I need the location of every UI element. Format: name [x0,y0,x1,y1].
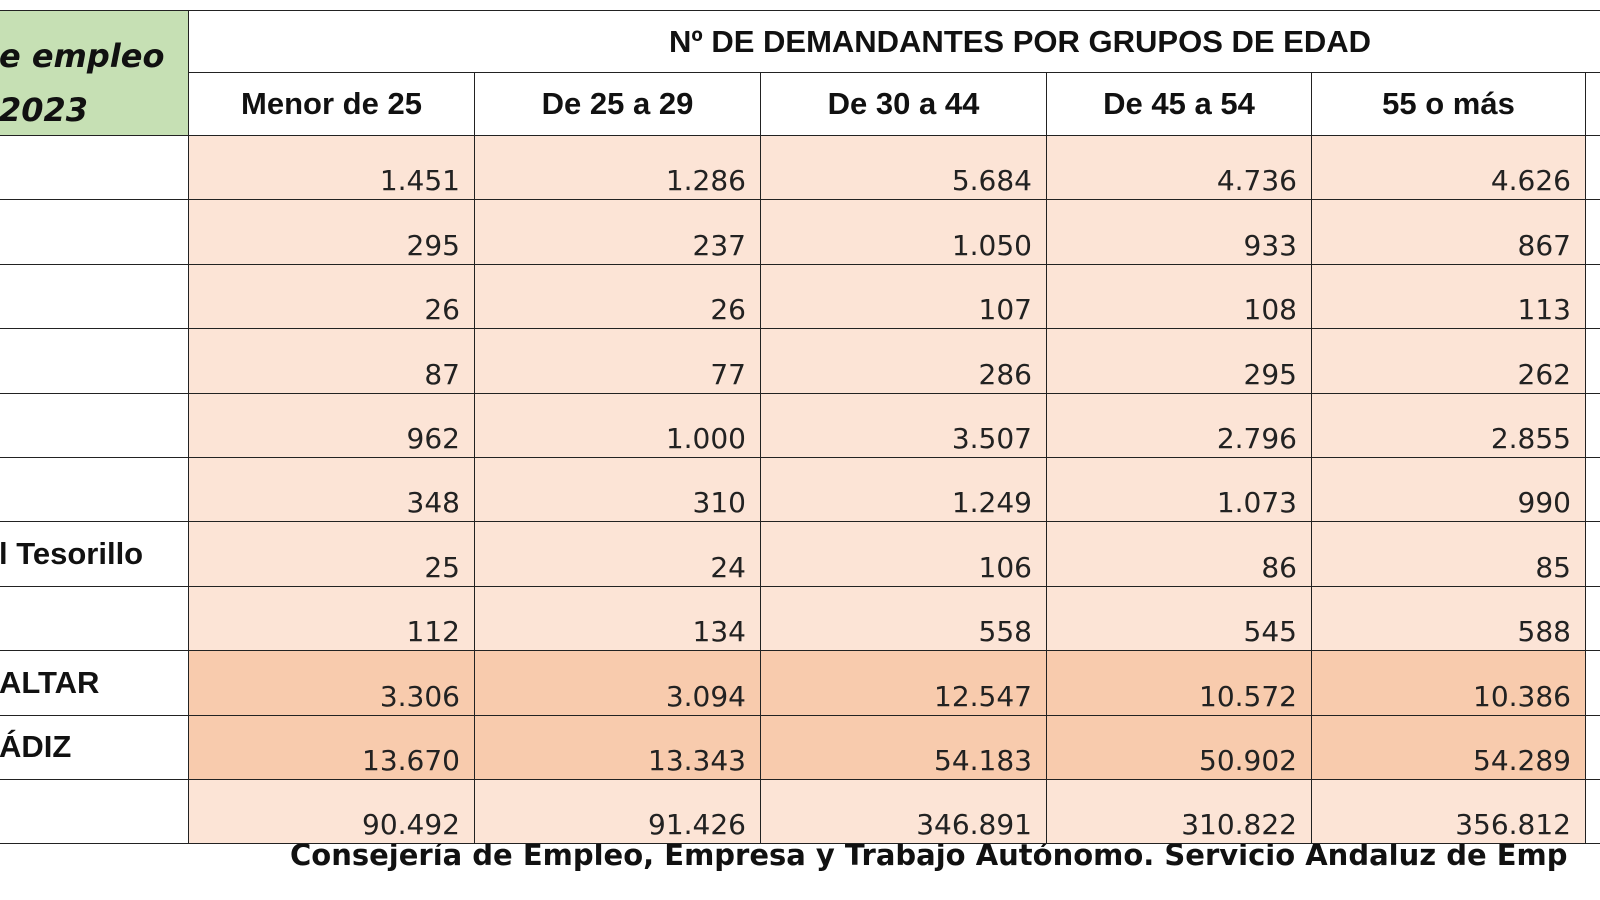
data-cell: 1.073 [1046,457,1312,523]
data-cell: 106 [760,521,1047,587]
data-cell: 237 [474,199,761,265]
data-cell: 262 [1311,328,1586,394]
column-header: De 45 a 54 [1046,72,1312,136]
data-cell: 2.796 [1046,392,1312,458]
data-cell: 4.626 [1311,135,1586,201]
cut-column [1585,585,1600,652]
data-cell: 90.492 [188,779,475,845]
row-label [0,779,189,845]
data-cell: 588 [1311,585,1586,652]
data-cell: 1.286 [474,135,761,201]
data-cell: 3.094 [474,650,761,716]
cut-column [1585,328,1600,394]
data-cell: 2.855 [1311,392,1586,458]
data-cell: 1.249 [760,457,1047,523]
data-cell: 346.891 [760,779,1047,845]
cut-column [1585,199,1600,265]
data-cell: 286 [760,328,1047,394]
data-cell: 77 [474,328,761,394]
row-label [0,392,189,458]
row-label: ALTAR [0,650,189,716]
row-label [0,328,189,394]
data-cell: 990 [1311,457,1586,523]
data-cell: 12.547 [760,650,1047,716]
column-header: De 30 a 44 [760,72,1047,136]
cut-column [1585,521,1600,587]
data-cell: 10.386 [1311,650,1586,716]
cut-column [1585,392,1600,458]
data-cell: 134 [474,585,761,652]
data-cell: 933 [1046,199,1312,265]
data-cell: 107 [760,263,1047,330]
cut-column [1585,135,1600,201]
data-cell: 26 [474,263,761,330]
column-header: 55 o más [1311,72,1586,136]
data-cell: 545 [1046,585,1312,652]
column-header: Menor de 25 [188,72,475,136]
data-cell: 4.736 [1046,135,1312,201]
cut-column [1585,457,1600,523]
data-cell: 13.670 [188,714,475,780]
data-cell: 113 [1311,263,1586,330]
data-cell: 24 [474,521,761,587]
row-label [0,585,189,652]
corner-line: e empleo [0,37,165,75]
data-cell: 310 [474,457,761,523]
data-cell: 54.183 [760,714,1047,780]
column-header: De 25 a 29 [474,72,761,136]
data-cell: 1.451 [188,135,475,201]
row-label [0,135,189,201]
data-cell: 1.000 [474,392,761,458]
row-label [0,457,189,523]
row-label: l Tesorillo [0,521,189,587]
cut-column [1585,650,1600,716]
cut-column [1585,72,1600,136]
data-cell: 310.822 [1046,779,1312,845]
data-cell: 1.050 [760,199,1047,265]
data-cell: 295 [188,199,475,265]
data-cell: 85 [1311,521,1586,587]
data-cell: 3.306 [188,650,475,716]
data-cell: 295 [1046,328,1312,394]
corner-header: e empleo 2023 [0,10,189,136]
data-cell: 112 [188,585,475,652]
cut-column [1585,714,1600,780]
data-cell: 26 [188,263,475,330]
row-label: ÁDIZ [0,714,189,780]
corner-line: 2023 [0,91,89,129]
data-cell: 108 [1046,263,1312,330]
data-cell: 54.289 [1311,714,1586,780]
data-cell: 86 [1046,521,1312,587]
data-cell: 87 [188,328,475,394]
data-cell: 5.684 [760,135,1047,201]
data-cell: 91.426 [474,779,761,845]
data-cell: 558 [760,585,1047,652]
data-cell: 10.572 [1046,650,1312,716]
table-title: Nº DE DEMANDANTES POR GRUPOS DE EDAD [188,10,1600,73]
data-cell: 348 [188,457,475,523]
cut-column [1585,263,1600,330]
row-label [0,263,189,330]
cut-column [1585,779,1600,845]
data-cell: 25 [188,521,475,587]
data-cell: 50.902 [1046,714,1312,780]
data-cell: 962 [188,392,475,458]
row-label [0,199,189,265]
data-cell: 867 [1311,199,1586,265]
data-cell: 3.507 [760,392,1047,458]
data-cell: 356.812 [1311,779,1586,845]
data-cell: 13.343 [474,714,761,780]
